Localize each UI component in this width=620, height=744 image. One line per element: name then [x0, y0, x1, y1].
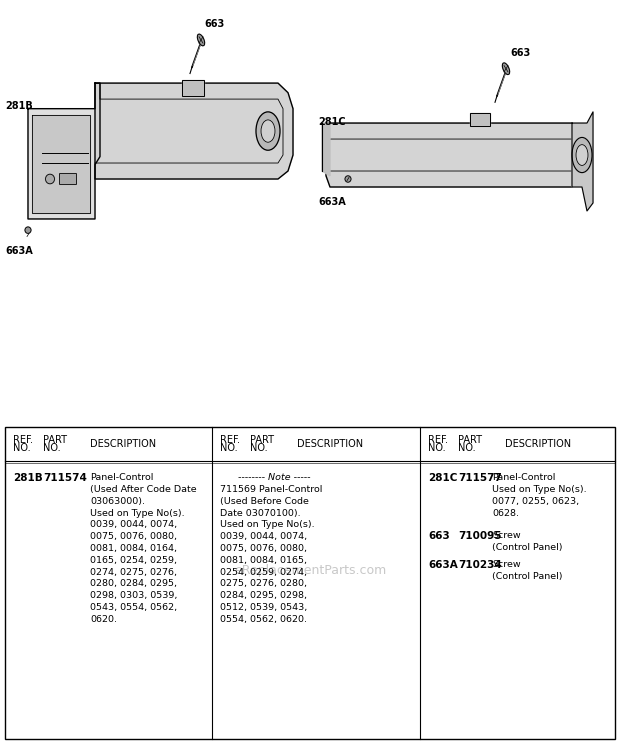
Bar — [182, 80, 204, 96]
Text: NO.: NO. — [428, 443, 446, 453]
Text: 281C: 281C — [428, 473, 458, 483]
Ellipse shape — [572, 138, 592, 173]
Text: 281C: 281C — [318, 117, 345, 126]
Ellipse shape — [502, 63, 510, 74]
Text: PART: PART — [250, 435, 274, 445]
Text: REF.: REF. — [220, 435, 240, 445]
Ellipse shape — [345, 176, 351, 182]
Text: REF.: REF. — [13, 435, 33, 445]
Polygon shape — [326, 123, 587, 187]
Text: 663: 663 — [204, 19, 224, 29]
Polygon shape — [32, 115, 90, 213]
Text: Panel-Control
Used on Type No(s).
0077, 0255, 0623,
0628.: Panel-Control Used on Type No(s). 0077, … — [492, 473, 587, 518]
Text: 663A: 663A — [318, 196, 346, 207]
Ellipse shape — [576, 144, 588, 165]
Polygon shape — [322, 123, 330, 176]
Polygon shape — [572, 112, 593, 211]
Text: DESCRIPTION: DESCRIPTION — [297, 439, 363, 449]
Text: 710234: 710234 — [458, 560, 502, 571]
Text: NO.: NO. — [43, 443, 61, 453]
Text: Panel-Control
(Used After Code Date
03063000).
Used on Type No(s).
0039, 0044, 0: Panel-Control (Used After Code Date 0306… — [90, 473, 197, 623]
Ellipse shape — [261, 120, 275, 142]
Text: DESCRIPTION: DESCRIPTION — [90, 439, 156, 449]
Text: 711569 Panel-Control
(Used Before Code
Date 03070100).
Used on Type No(s).
0039,: 711569 Panel-Control (Used Before Code D… — [220, 485, 322, 624]
Polygon shape — [28, 83, 100, 219]
Polygon shape — [95, 83, 293, 179]
Text: 281B: 281B — [5, 100, 33, 111]
Text: NO.: NO. — [13, 443, 30, 453]
Ellipse shape — [197, 34, 205, 46]
Ellipse shape — [25, 227, 31, 234]
Text: DESCRIPTION: DESCRIPTION — [505, 439, 571, 449]
Text: -------- Note -----: -------- Note ----- — [238, 473, 311, 482]
Text: 710095: 710095 — [458, 530, 502, 541]
FancyBboxPatch shape — [60, 173, 76, 185]
Text: NO.: NO. — [250, 443, 268, 453]
Text: 663A: 663A — [5, 246, 33, 256]
Ellipse shape — [256, 112, 280, 150]
Text: NO.: NO. — [458, 443, 476, 453]
Text: 281B: 281B — [13, 473, 43, 483]
Text: Screw
(Control Panel): Screw (Control Panel) — [492, 530, 562, 551]
Bar — [470, 114, 490, 126]
Bar — [182, 80, 204, 96]
Text: PART: PART — [458, 435, 482, 445]
Text: 663: 663 — [428, 530, 450, 541]
Text: 663A: 663A — [428, 560, 458, 571]
Ellipse shape — [45, 174, 55, 184]
Text: 711577: 711577 — [458, 473, 502, 483]
Text: 663: 663 — [510, 48, 530, 57]
Text: NO.: NO. — [220, 443, 237, 453]
Text: eReplacementParts.com: eReplacementParts.com — [234, 564, 386, 577]
Text: REF.: REF. — [428, 435, 448, 445]
Bar — [470, 114, 490, 126]
Text: PART: PART — [43, 435, 67, 445]
Text: Screw
(Control Panel): Screw (Control Panel) — [492, 560, 562, 581]
Text: 711574: 711574 — [43, 473, 87, 483]
